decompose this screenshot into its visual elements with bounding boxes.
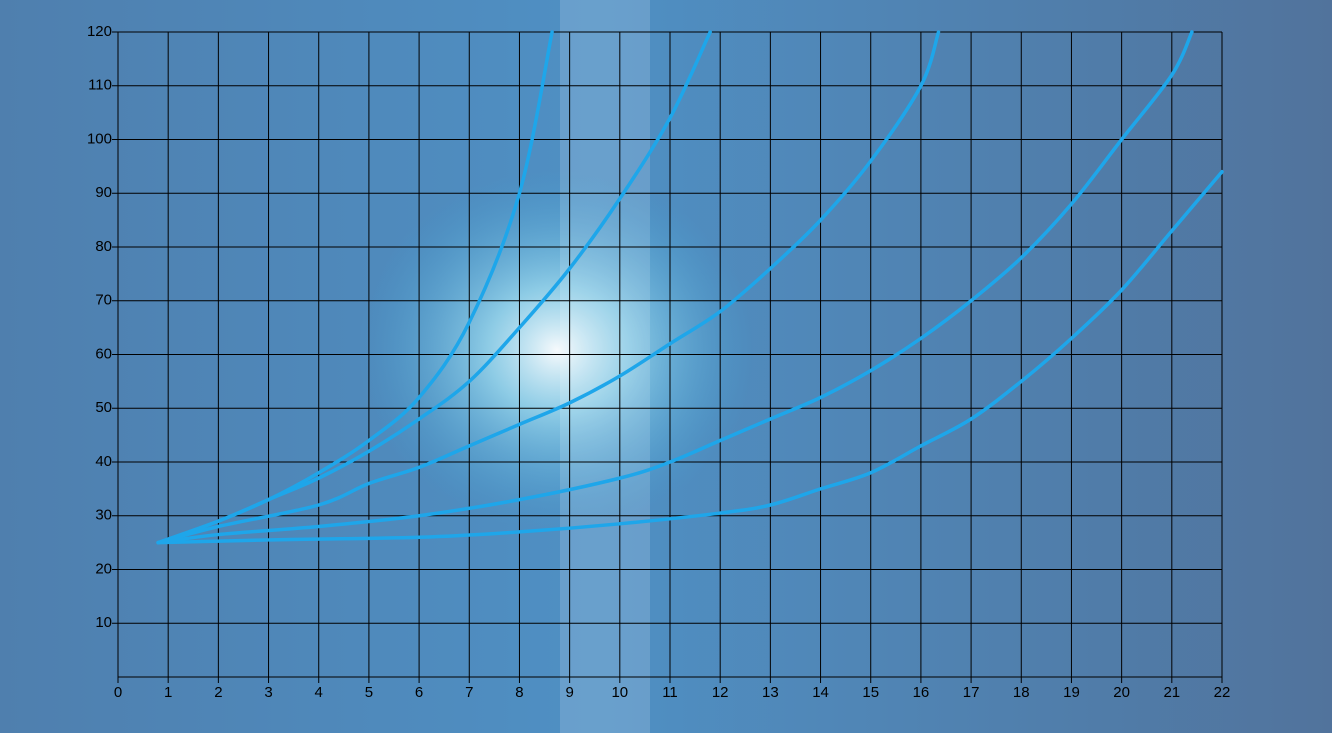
x-tick-label: 17	[963, 684, 980, 701]
y-tick-label: 70	[95, 292, 112, 309]
line	[156, 30, 1194, 545]
x-tick-label: 21	[1163, 684, 1180, 701]
y-tick-label: 20	[95, 560, 112, 577]
y-tick-label: 100	[87, 130, 112, 147]
x-tick-label: 10	[611, 684, 628, 701]
y-tick-label: 110	[88, 77, 112, 94]
x-tick-label: 11	[662, 684, 678, 701]
plot: 0 1 2 3 4 5 6 7 8 9 10 11 12 13 14 15 16 17 18 19 20 21 221020…	[87, 23, 1230, 701]
line	[156, 170, 1224, 545]
x-tick-label: 0	[114, 684, 122, 701]
y-tick-label: 30	[95, 507, 112, 524]
x-tick-label: 20	[1113, 684, 1130, 701]
x-tick-label: 19	[1063, 684, 1080, 701]
x-tick-label: 8	[515, 684, 523, 701]
x-tick-label: 2	[214, 684, 222, 701]
x-tick-label: 5	[365, 684, 373, 701]
x-tick-label: 4	[315, 684, 323, 701]
x-tick-label: 16	[913, 684, 930, 701]
y-tick-label: 10	[95, 614, 112, 631]
y-tick-label: 60	[95, 345, 112, 362]
background-glow	[260, 50, 920, 650]
x-tick-label: 9	[565, 684, 573, 701]
x-tick-label: 13	[762, 684, 779, 701]
y-tick-label: 50	[95, 399, 112, 416]
line	[156, 30, 941, 545]
y-tick-label: 40	[95, 453, 112, 470]
line	[156, 30, 712, 545]
x-tick-label: 14	[812, 684, 829, 701]
x-tick-label: 6	[415, 684, 423, 701]
x-tick-label: 12	[712, 684, 729, 701]
x-tick-label: 1	[164, 684, 172, 701]
x-tick-label: 15	[862, 684, 879, 701]
x-tick-label: 18	[1013, 684, 1030, 701]
x-tick-label: 22	[1214, 684, 1231, 701]
x-tick-label: 7	[465, 684, 473, 701]
y-tick-label: 90	[95, 184, 112, 201]
y-tick-label: 120	[87, 23, 112, 40]
x-tick-label: 3	[264, 684, 272, 701]
y-tick-label: 80	[95, 238, 112, 255]
